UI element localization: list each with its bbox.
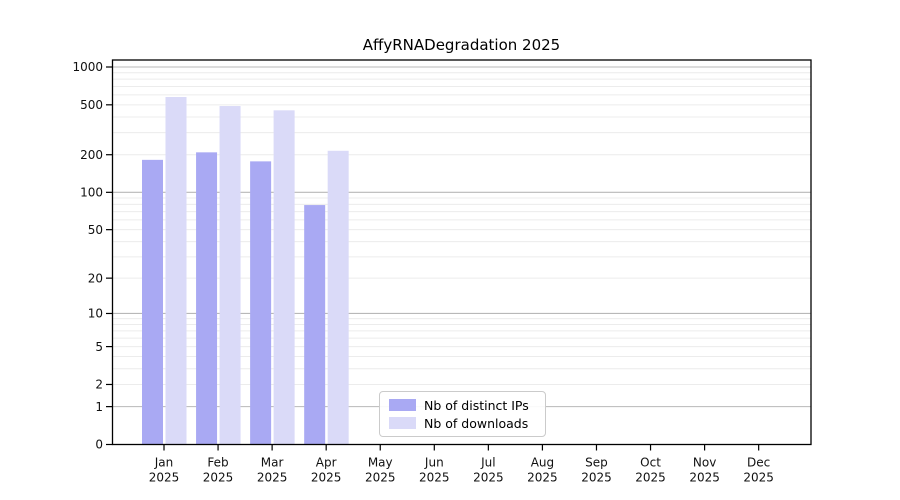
legend-swatch	[389, 417, 416, 429]
y-tick-label: 50	[88, 223, 103, 237]
chart-title: AffyRNADegradation 2025	[362, 36, 561, 54]
legend-row: Nb of distinct IPs	[389, 398, 545, 413]
y-tick-label: 200	[80, 148, 103, 162]
x-tick-label-year: 2025	[203, 471, 234, 485]
x-tick-label-month: Nov	[693, 456, 716, 470]
x-tick-label-year: 2025	[689, 471, 720, 485]
x-tick-label-year: 2025	[311, 471, 342, 485]
x-tick-label-month: Dec	[747, 456, 770, 470]
plot-frame	[111, 59, 812, 446]
legend-row: Nb of downloads	[389, 416, 545, 431]
x-tick-label-year: 2025	[527, 471, 558, 485]
x-tick-label-month: Aug	[531, 456, 554, 470]
bar-downloads	[273, 110, 295, 445]
x-tick-label-year: 2025	[419, 471, 450, 485]
x-tick-label-month: May	[368, 456, 393, 470]
bar-distinct-ips	[142, 159, 163, 445]
legend-swatch	[389, 399, 416, 411]
y-tick-label: 5	[95, 340, 103, 354]
x-tick-label-year: 2025	[581, 471, 612, 485]
x-tick-label-month: Feb	[207, 456, 228, 470]
y-tick-label: 1	[95, 400, 103, 414]
x-tick-label-month: Apr	[316, 456, 337, 470]
bar-downloads	[165, 97, 187, 445]
y-tick-label: 2	[95, 378, 103, 392]
legend: Nb of distinct IPs Nb of downloads	[379, 391, 546, 437]
y-tick-label: 10	[88, 307, 103, 321]
legend-label-downloads: Nb of downloads	[424, 415, 529, 431]
bar-downloads	[327, 150, 349, 445]
bar-downloads	[219, 106, 241, 445]
bar-distinct-ips	[196, 152, 218, 445]
x-tick-label-month: Jul	[480, 456, 495, 470]
y-tick-label: 0	[95, 438, 103, 452]
bar-distinct-ips	[250, 161, 272, 445]
x-tick-label-year: 2025	[473, 471, 504, 485]
x-tick-label-month: Oct	[640, 456, 661, 470]
x-tick-label-month: Jun	[424, 456, 444, 470]
x-tick-label-year: 2025	[743, 471, 774, 485]
x-tick-label-year: 2025	[635, 471, 666, 485]
x-tick-label-year: 2025	[365, 471, 396, 485]
legend-label-distinct-ips: Nb of distinct IPs	[424, 397, 529, 413]
x-tick-label-year: 2025	[257, 471, 288, 485]
x-tick-label-year: 2025	[149, 471, 180, 485]
y-tick-label: 20	[88, 271, 103, 285]
y-tick-label: 100	[80, 186, 103, 200]
x-tick-label-month: Jan	[154, 456, 174, 470]
x-tick-label-month: Sep	[585, 456, 608, 470]
bar-distinct-ips	[304, 205, 326, 445]
y-tick-label: 500	[80, 98, 103, 112]
y-tick-label: 1000	[72, 60, 103, 74]
x-tick-label-month: Mar	[261, 456, 284, 470]
